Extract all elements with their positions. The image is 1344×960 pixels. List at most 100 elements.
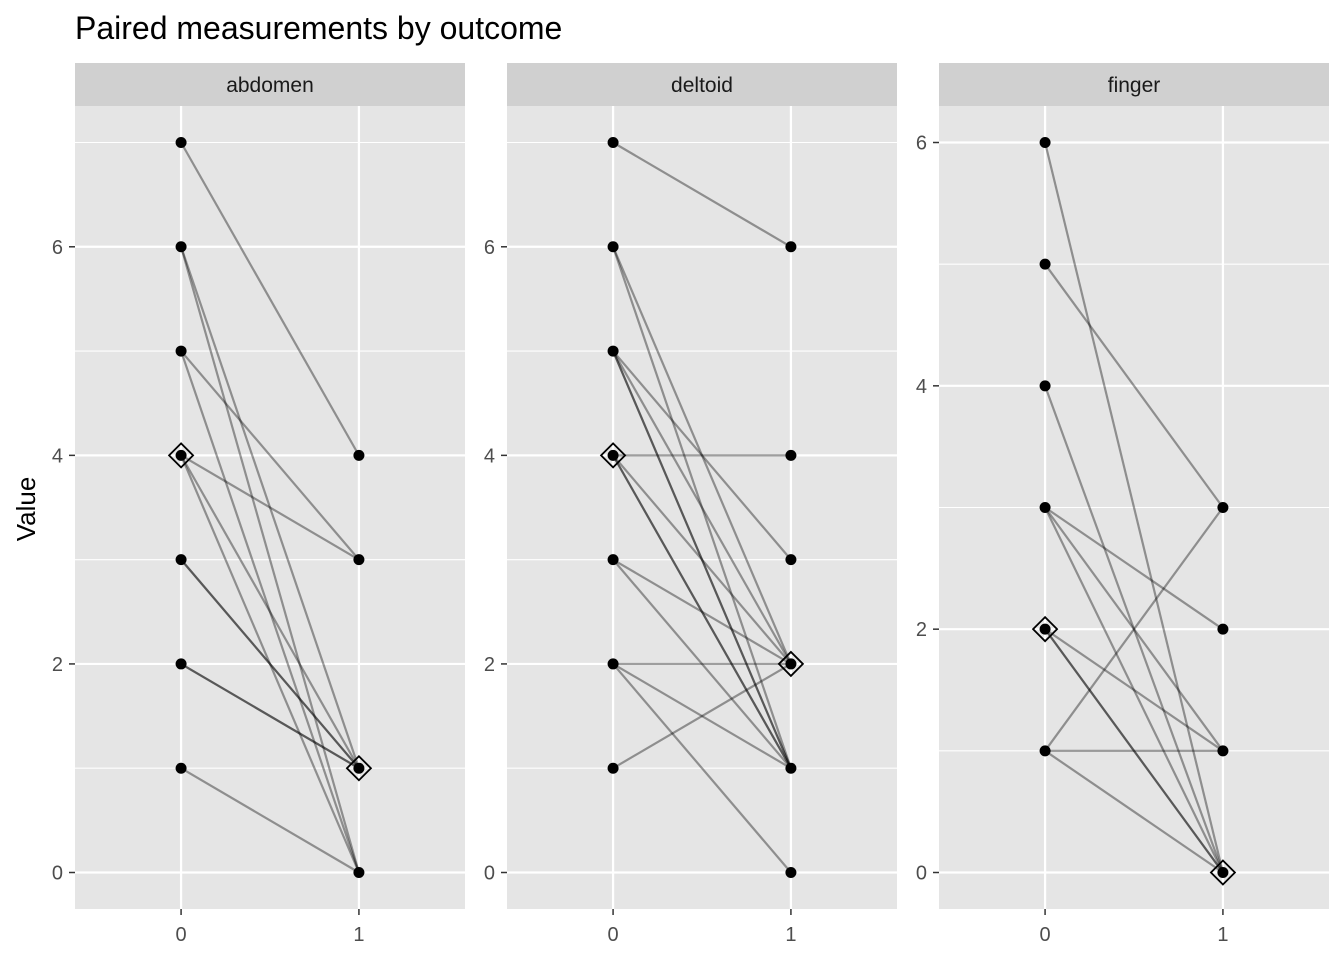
pair-line [1044, 749, 1224, 874]
data-point [175, 658, 187, 670]
data-point [607, 137, 619, 148]
facet-strip-label: abdomen [226, 74, 314, 97]
pair-line [180, 246, 360, 769]
data-point [607, 762, 619, 774]
pair-line [1044, 628, 1224, 874]
pair-line [612, 350, 792, 561]
data-point [607, 658, 619, 670]
x-tick-label: 1 [1217, 924, 1228, 946]
pair-line [180, 558, 360, 769]
median-diamond [777, 650, 805, 678]
pair-line [180, 662, 360, 770]
data-point [607, 449, 619, 461]
data-point [607, 345, 619, 357]
data-point [607, 554, 619, 566]
data-point [1217, 867, 1229, 878]
data-point [607, 241, 619, 253]
data-point [785, 658, 797, 670]
data-point [353, 762, 365, 774]
y-tick-label: 4 [52, 445, 63, 467]
facet-strip [507, 63, 897, 106]
facet-strip [75, 63, 465, 106]
panel-background [75, 106, 465, 909]
pair-line [1044, 506, 1224, 631]
y-tick-label: 0 [484, 863, 495, 885]
y-tick-label: 6 [484, 237, 495, 259]
panel-background [507, 106, 897, 909]
pair-line [612, 350, 792, 769]
median-diamond [167, 442, 195, 469]
pair-line [180, 662, 360, 770]
y-tick-label: 0 [916, 863, 927, 885]
y-axis-label: Value [11, 477, 41, 542]
facet-panels: abdomen 0 2 4 6 0 1 deltoid 0 2 4 6 0 1 finger 0 2 4 6 0 1 [52, 63, 1329, 946]
y-tick-label: 6 [52, 237, 63, 259]
data-point [1039, 745, 1051, 757]
data-point [175, 762, 187, 774]
median-diamond [1209, 859, 1237, 886]
pair-line [180, 454, 360, 873]
facet-panel-abdomen: abdomen 0 2 4 6 0 1 [52, 63, 465, 946]
data-point [1217, 623, 1229, 635]
pair-line [612, 350, 792, 769]
data-point [1039, 623, 1051, 635]
data-point [175, 137, 187, 148]
data-point [1217, 745, 1229, 757]
pair-line [612, 350, 792, 665]
data-point [1217, 502, 1229, 513]
pair-line [180, 454, 360, 561]
pair-line [612, 558, 792, 769]
x-tick-label: 0 [608, 924, 619, 946]
pair-line [612, 454, 792, 665]
pair-line [180, 141, 360, 456]
data-point [785, 241, 797, 253]
x-tick-label: 0 [176, 924, 187, 946]
pair-line [180, 246, 360, 873]
median-diamond [1031, 615, 1059, 643]
pair-line [612, 662, 792, 770]
median-diamond [599, 442, 627, 469]
facet-strip-label: finger [1108, 74, 1161, 97]
x-tick-label: 1 [785, 924, 796, 946]
data-point [175, 241, 187, 253]
pair-line [612, 246, 792, 769]
pair-line [1044, 385, 1224, 873]
data-point [353, 554, 365, 566]
data-point [1039, 502, 1051, 513]
pair-line [612, 662, 792, 770]
data-point [1039, 380, 1051, 392]
median-diamond [345, 754, 373, 782]
data-point [353, 449, 365, 461]
facet-panel-finger: finger 0 2 4 6 0 1 [916, 63, 1329, 946]
data-point [175, 345, 187, 357]
pair-line [1044, 628, 1224, 874]
data-point [353, 867, 365, 878]
facet-strip [939, 63, 1329, 106]
pair-line [1044, 506, 1224, 752]
pair-line [180, 350, 360, 561]
pair-line [180, 767, 360, 874]
y-tick-label: 2 [916, 619, 927, 641]
y-tick-label: 2 [52, 654, 63, 676]
data-point [1039, 258, 1051, 270]
facet-panel-deltoid: deltoid 0 2 4 6 0 1 [484, 63, 897, 946]
data-point [175, 554, 187, 566]
data-point [785, 449, 797, 461]
pair-line [612, 454, 792, 769]
x-tick-label: 1 [353, 924, 364, 946]
data-point [175, 449, 187, 461]
y-tick-label: 4 [484, 445, 495, 467]
pair-line [612, 663, 792, 874]
pair-line [612, 246, 792, 665]
data-point [1039, 137, 1051, 148]
y-tick-label: 6 [916, 133, 927, 155]
y-tick-label: 2 [484, 654, 495, 676]
x-tick-label: 0 [1040, 924, 1051, 946]
pair-line [612, 558, 792, 665]
y-tick-label: 0 [52, 863, 63, 885]
facet-strip-label: deltoid [671, 74, 733, 97]
chart-title: Paired measurements by outcome [75, 10, 562, 46]
pair-line [1044, 506, 1224, 752]
pair-line [180, 350, 360, 873]
